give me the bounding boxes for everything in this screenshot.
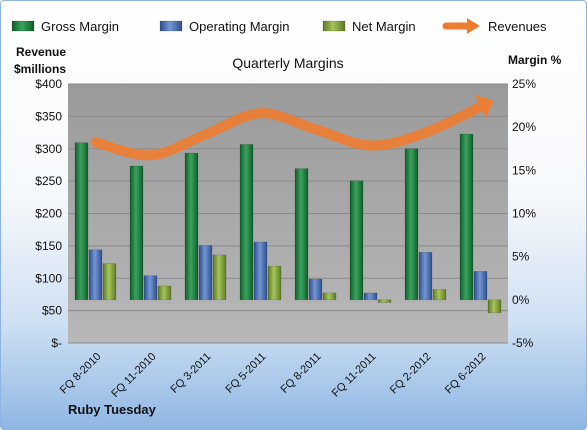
operating-margin-bar xyxy=(308,278,323,301)
x-tick-label: FQ 8-2011 xyxy=(279,351,324,396)
operating-margin-bar xyxy=(418,252,433,301)
y-left-tick-label: $50 xyxy=(42,304,62,318)
legend-operating-margin-label: Operating Margin xyxy=(189,19,289,34)
legend-revenues-arrow xyxy=(467,18,480,34)
legend-revenues-label: Revenues xyxy=(488,19,547,34)
x-tick-label: FQ 11-2011 xyxy=(330,351,379,400)
gross-margin-bar xyxy=(239,144,254,301)
y-left-tick-label: $350 xyxy=(35,109,62,123)
net-margin-bar xyxy=(487,299,502,314)
y-left-tick-label: $250 xyxy=(35,174,62,188)
operating-margin-bar xyxy=(198,245,213,301)
operating-margin-bar xyxy=(253,241,268,301)
net-margin-bar xyxy=(322,292,337,301)
gross-margin-bar xyxy=(184,152,199,301)
chart-title: Quarterly Margins xyxy=(232,55,343,71)
y-right-tick-label: 10% xyxy=(512,207,536,221)
x-tick-label: FQ 8-2010 xyxy=(58,351,104,397)
operating-margin-bar xyxy=(88,249,103,301)
x-tick-label: FQ 2-2012 xyxy=(388,351,434,397)
revenues-line xyxy=(90,101,486,161)
legend-net-margin-swatch xyxy=(322,20,346,32)
y-left-tick-label: $300 xyxy=(35,142,62,156)
net-margin-bar xyxy=(212,254,227,301)
gross-margin-bar xyxy=(294,168,309,301)
y-right-tick-label: -5% xyxy=(512,336,534,350)
y-left-axis-label: Revenue xyxy=(16,45,66,59)
company-name: Ruby Tuesday xyxy=(68,402,157,417)
legend-net-margin-label: Net Margin xyxy=(352,19,416,34)
y-left-tick-label: $- xyxy=(51,336,62,350)
gross-margin-bar xyxy=(404,148,419,301)
y-right-tick-label: 5% xyxy=(512,250,530,264)
net-margin-bar xyxy=(157,285,172,301)
y-left-tick-label: $150 xyxy=(35,239,62,253)
y-left-tick-label: $100 xyxy=(35,271,62,285)
y-right-tick-label: 20% xyxy=(512,120,536,134)
net-margin-bar xyxy=(267,265,282,301)
net-margin-bar xyxy=(377,299,392,303)
gross-margin-bar xyxy=(349,180,364,301)
x-tick-label: FQ 6-2012 xyxy=(443,351,489,397)
x-tick-label: FQ 3-2011 xyxy=(169,351,214,396)
gross-margin-bar xyxy=(459,133,474,301)
operating-margin-bar xyxy=(363,292,378,301)
legend-gross-margin-label: Gross Margin xyxy=(41,19,119,34)
gross-margin-bar xyxy=(129,165,144,301)
net-margin-bar xyxy=(102,263,117,301)
revenues-arrowhead xyxy=(474,94,494,119)
y-left-axis-label: $millions xyxy=(14,62,66,76)
y-left-tick-label: $200 xyxy=(35,207,62,221)
net-margin-bar xyxy=(432,289,447,301)
operating-margin-bar xyxy=(143,275,158,301)
y-right-axis-label: Margin % xyxy=(508,53,562,67)
y-right-tick-label: 0% xyxy=(512,293,530,307)
y-left-tick-label: $400 xyxy=(35,77,62,91)
x-tick-label: FQ 5-2011 xyxy=(224,351,269,396)
operating-margin-bar xyxy=(473,271,488,301)
y-right-tick-label: 25% xyxy=(512,77,536,91)
x-tick-label: FQ 11-2010 xyxy=(109,351,158,400)
legend-gross-margin-swatch xyxy=(11,20,35,32)
y-right-tick-label: 15% xyxy=(512,163,536,177)
legend-operating-margin-swatch xyxy=(159,20,183,32)
gross-margin-bar xyxy=(74,142,89,301)
